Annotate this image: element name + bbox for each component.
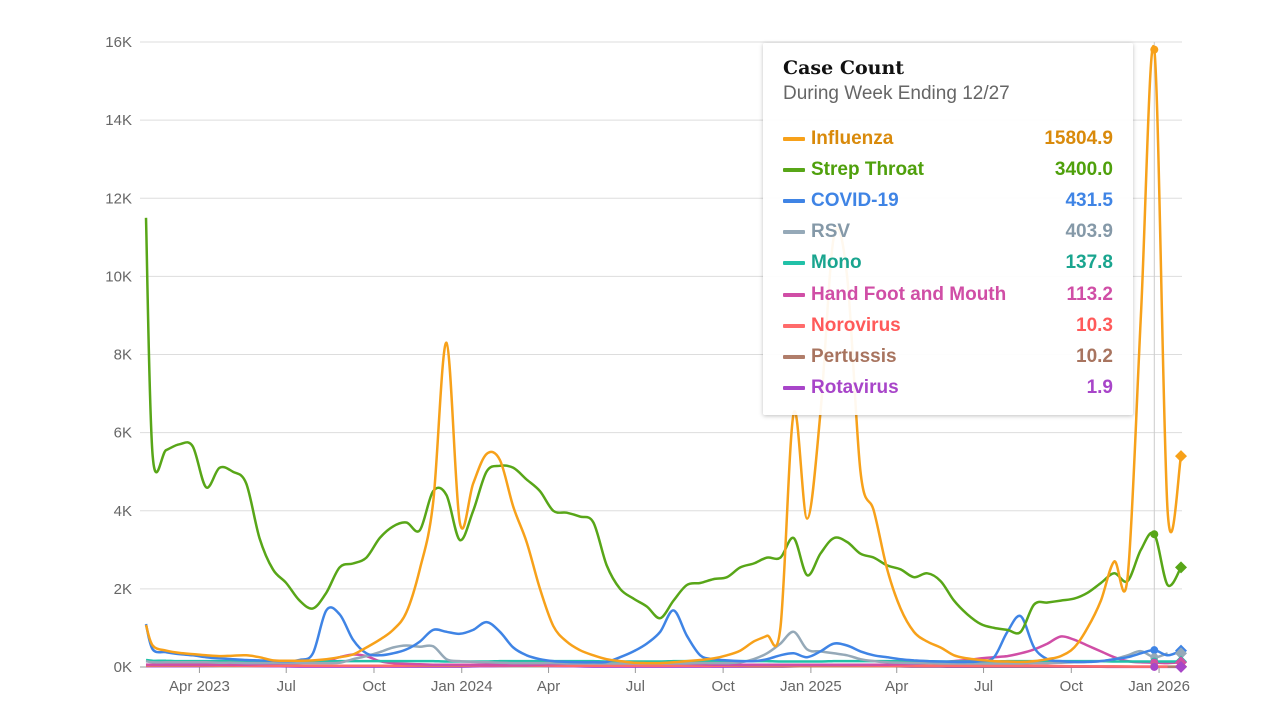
legend-swatch-icon [783,167,805,172]
series-markers [1150,45,1187,673]
tooltip: Case Count During Week Ending 12/27 Infl… [763,43,1133,415]
tooltip-row: COVID-19 431.5 [783,185,1113,216]
tooltip-series-value: 1.9 [1086,377,1113,399]
series-line-influenza[interactable] [144,45,1183,665]
x-tick-label: Apr [537,678,560,695]
x-tick-label: Oct [362,678,386,695]
tooltip-series-value: 137.8 [1065,252,1113,274]
y-tick-label: 16K [105,34,132,51]
hover-point-strep-throat [1150,530,1159,539]
tooltip-row: Influenza 15804.9 [783,123,1113,154]
tooltip-series-name: Mono [811,252,862,274]
series-line-covid-19[interactable] [144,606,1182,664]
x-tick-label: Apr 2023 [169,678,230,695]
y-tick-label: 12K [105,190,132,207]
x-tick-label: Jan 2025 [780,678,842,695]
tooltip-row: Hand Foot and Mouth 113.2 [783,279,1113,310]
tooltip-series-name: RSV [811,221,851,243]
y-tick-label: 0K [114,659,132,676]
tooltip-title: Case Count [783,57,905,79]
tooltip-series-value: 431.5 [1065,189,1113,211]
x-tick-label: Jul [974,678,993,695]
series-line-norovirus[interactable] [145,664,1168,668]
y-tick-label: 6K [114,425,132,442]
tooltip-row: Norovirus 10.3 [783,310,1113,341]
tooltip-series-value: 3400.0 [1054,158,1113,180]
tooltip-series-value: 10.3 [1076,314,1113,336]
hover-point-influenza [1150,45,1159,54]
series-line-strep-throat[interactable] [144,217,1183,635]
tooltip-row: Strep Throat 3400.0 [783,154,1113,185]
tooltip-row: Mono 137.8 [783,248,1113,279]
hover-point-covid-19 [1150,646,1159,655]
tooltip-series-name: Norovirus [811,314,901,336]
x-tick-label: Jul [277,678,296,695]
x-tick-label: Oct [1060,678,1084,695]
y-tick-label: 8K [114,347,132,364]
series-lines [144,45,1183,669]
legend-swatch-icon [783,261,805,266]
y-tick-label: 10K [105,268,132,285]
legend-swatch-icon [783,386,805,391]
end-diamond-influenza [1175,450,1187,463]
tooltip-row: RSV 403.9 [783,217,1113,248]
hover-point-rotavirus [1150,662,1159,671]
tooltip-series-name: Hand Foot and Mouth [811,283,1007,305]
legend-swatch-icon [783,292,805,297]
end-diamond-strep-throat [1175,561,1187,574]
end-diamond-rotavirus [1175,660,1187,673]
tooltip-row: Pertussis 10.2 [783,341,1113,372]
end-diamond-rsv [1175,647,1187,660]
x-tick-label: Jul [626,678,645,695]
y-tick-label: 4K [114,503,132,520]
tooltip-series-name: Rotavirus [811,377,899,399]
tooltip-series-value: 15804.9 [1044,127,1113,149]
y-axis: 0K 2K 4K 6K 8K 10K 12K 14K 16K [105,34,132,676]
tooltip-rows: Influenza 15804.9 Strep Throat 3400.0 COVID-… [783,123,1113,404]
x-tick-label: Oct [711,678,735,695]
tooltip-subtitle: During Week Ending 12/27 [783,83,1010,104]
legend-swatch-icon [783,354,805,359]
legend-swatch-icon [783,323,805,328]
legend-swatch-icon [783,198,805,203]
gridlines [140,41,1182,668]
tooltip-series-value: 113.2 [1066,283,1114,305]
tooltip-series-value: 403.9 [1065,221,1113,243]
tooltip-series-name: Pertussis [811,345,897,367]
x-tick-label: Jan 2026 [1128,678,1190,695]
legend-swatch-icon [783,230,805,235]
y-tick-label: 14K [105,112,132,129]
x-tick-label: Apr [885,678,908,695]
y-tick-label: 2K [114,581,132,598]
x-axis: Apr 2023 Jul Oct Jan 2024 Apr Jul Oct Jan 2025 A… [169,667,1190,695]
tooltip-series-name: Influenza [811,127,894,149]
tooltip-series-value: 10.2 [1076,345,1113,367]
tooltip-series-name: Strep Throat [811,158,924,180]
legend-swatch-icon [783,136,805,141]
x-tick-label: Jan 2024 [431,678,493,695]
tooltip-series-name: COVID-19 [811,189,899,211]
tooltip-row: Rotavirus 1.9 [783,373,1113,404]
